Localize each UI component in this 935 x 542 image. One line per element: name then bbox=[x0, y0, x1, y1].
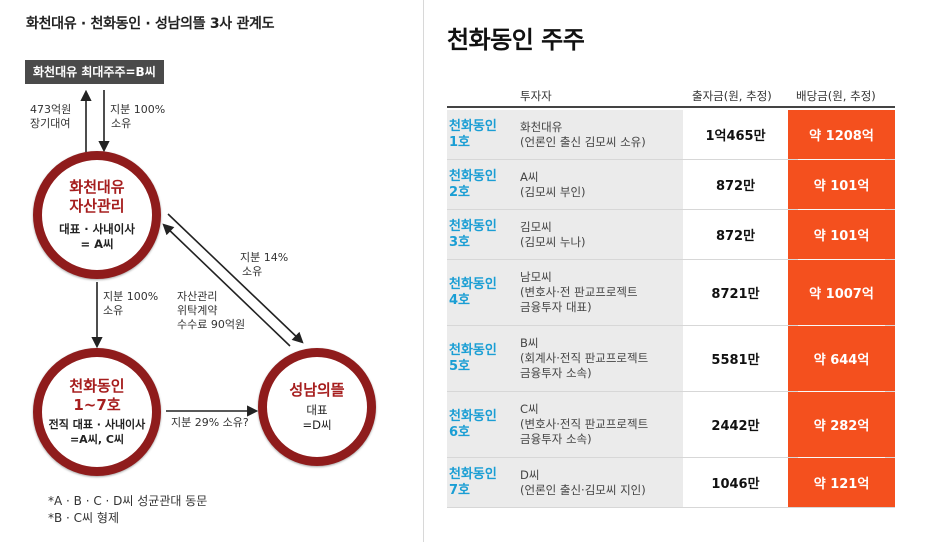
fund-name-cell: 천화동인 5호 bbox=[447, 326, 513, 391]
dividend-row-separator bbox=[798, 159, 885, 160]
dividend-cell: 약 1208억 bbox=[788, 110, 895, 159]
investor-cell: 김모씨 (김모씨 누나) bbox=[513, 210, 683, 259]
amount-cell: 1억465만 bbox=[683, 110, 788, 159]
fund-name-cell: 천화동인 7호 bbox=[447, 458, 513, 507]
header-dividend: 배당금(원, 추정) bbox=[796, 89, 876, 103]
table-row: 천화동인 3호 김모씨 (김모씨 누나) 872만 약 101억 bbox=[447, 210, 895, 260]
contract-arrow bbox=[162, 223, 291, 347]
fund-name-cell: 천화동인 1호 bbox=[447, 110, 513, 159]
header-investor: 투자자 bbox=[520, 89, 552, 103]
amount-cell: 872만 bbox=[683, 160, 788, 209]
investor-cell: 화천대유 (언론인 출신 김모씨 소유) bbox=[513, 110, 683, 159]
largest-shareholder-box: 화천대유 최대주주=B씨 bbox=[25, 60, 164, 84]
relationship-diagram: 화천대유 · 천화동인 · 성남의뜰 3사 관계도 화천대유 최대주주=B씨 4… bbox=[0, 0, 415, 542]
cheonhwa-dongin-circle: 천화동인 1~7호 전직 대표 · 사내이사 =A씨, C씨 bbox=[33, 348, 161, 476]
dividend-row-separator bbox=[798, 259, 885, 260]
stake14-label: 지분 14% 소유 bbox=[240, 251, 289, 278]
footnotes: *A · B · C · D씨 성균관대 동문 *B · C씨 형제 bbox=[48, 493, 207, 527]
dividend-cell: 약 101억 bbox=[788, 210, 895, 259]
dividend-cell: 약 101억 bbox=[788, 160, 895, 209]
table-row: 천화동인 6호 C씨 (변호사·전직 판교프로젝트 금융투자 소속) 2442만 약 282… bbox=[447, 392, 895, 458]
stake100-top-label: 지분 100% 소유 bbox=[110, 103, 166, 130]
investor-cell: D씨 (언론인 출신·김모씨 지인) bbox=[513, 458, 683, 507]
investor-cell: 남모씨 (변호사·전 판교프로젝트 금융투자 대표) bbox=[513, 260, 683, 325]
note-brothers: *B · C씨 형제 bbox=[48, 511, 119, 525]
shareholder-table-panel: 천화동인 주주 투자자 출자금(원, 추정) 배당금(원, 추정) 천화동인 1호… bbox=[447, 0, 907, 542]
dividend-cell: 약 121억 bbox=[788, 458, 895, 507]
amount-cell: 872만 bbox=[683, 210, 788, 259]
dividend-row-separator bbox=[798, 209, 885, 210]
investor-cell: C씨 (변호사·전직 판교프로젝트 금융투자 소속) bbox=[513, 392, 683, 457]
header-amount: 출자금(원, 추정) bbox=[692, 89, 772, 103]
amount-cell: 8721만 bbox=[683, 260, 788, 325]
dividend-cell: 약 1007억 bbox=[788, 260, 895, 325]
amount-cell: 1046만 bbox=[683, 458, 788, 507]
table-row: 천화동인 2호 A씨 (김모씨 부인) 872만 약 101억 bbox=[447, 160, 895, 210]
investor-cell: A씨 (김모씨 부인) bbox=[513, 160, 683, 209]
note-alumni: *A · B · C · D씨 성균관대 동문 bbox=[48, 494, 208, 508]
seongnam-circle: 성남의뜰 대표 =D씨 bbox=[258, 348, 376, 466]
amount-cell: 2442만 bbox=[683, 392, 788, 457]
table-title: 천화동인 주주 bbox=[447, 26, 585, 54]
stake14-arrow bbox=[167, 213, 304, 344]
amount-cell: 5581만 bbox=[683, 326, 788, 391]
table-row: 천화동인 7호 D씨 (언론인 출신·김모씨 지인) 1046만 약 121억 bbox=[447, 458, 895, 508]
arrows-layer bbox=[80, 89, 304, 417]
table-header: 투자자 출자금(원, 추정) 배당금(원, 추정) bbox=[447, 84, 895, 108]
table-row: 천화동인 1호 화천대유 (언론인 출신 김모씨 소유) 1억465만 약 1208억 bbox=[447, 110, 895, 160]
dividend-row-separator bbox=[798, 325, 885, 326]
fund-name-cell: 천화동인 3호 bbox=[447, 210, 513, 259]
diagram-title: 화천대유 · 천화동인 · 성남의뜰 3사 관계도 bbox=[26, 16, 275, 32]
dividend-cell: 약 644억 bbox=[788, 326, 895, 391]
dividend-row-separator bbox=[798, 391, 885, 392]
stake29-label: 지분 29% 소유? bbox=[171, 416, 249, 429]
table-row: 천화동인 5호 B씨 (회계사·전직 판교프로젝트 금융투자 소속) 5581만 약 644… bbox=[447, 326, 895, 392]
hwacheon-asset-circle: 화천대유 자산관리 대표 · 사내이사 = A씨 bbox=[33, 151, 161, 279]
panel-divider bbox=[423, 0, 424, 542]
fund-name-cell: 천화동인 6호 bbox=[447, 392, 513, 457]
fund-name-cell: 천화동인 4호 bbox=[447, 260, 513, 325]
stake100-mid-label: 지분 100% 소유 bbox=[103, 290, 159, 317]
table-row: 천화동인 4호 남모씨 (변호사·전 판교프로젝트 금융투자 대표) 8721만 약 100… bbox=[447, 260, 895, 326]
dividend-cell: 약 282억 bbox=[788, 392, 895, 457]
loan-label: 473억원 장기대여 bbox=[30, 103, 72, 130]
dividend-row-separator bbox=[798, 457, 885, 458]
fund-name-cell: 천화동인 2호 bbox=[447, 160, 513, 209]
investor-cell: B씨 (회계사·전직 판교프로젝트 금융투자 소속) bbox=[513, 326, 683, 391]
contract-label: 자산관리 위탁계약 수수료 90억원 bbox=[177, 290, 246, 331]
